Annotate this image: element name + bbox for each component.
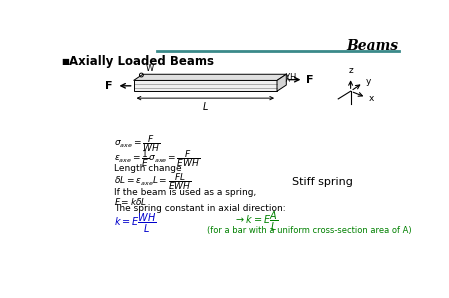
Text: Beams: Beams	[347, 39, 399, 53]
Text: F: F	[105, 81, 113, 91]
Polygon shape	[277, 74, 286, 91]
Text: (for a bar with a uniform cross-section area of A): (for a bar with a uniform cross-section …	[207, 226, 412, 235]
Text: If the beam is used as a spring,: If the beam is used as a spring,	[114, 188, 256, 197]
Text: $\sigma_{axe} = \dfrac{F}{WH}$: $\sigma_{axe} = \dfrac{F}{WH}$	[114, 133, 160, 153]
Bar	[134, 80, 277, 91]
Text: $k = E\dfrac{WH}{L}$: $k = E\dfrac{WH}{L}$	[114, 212, 157, 235]
Text: The spring constant in axial direction:: The spring constant in axial direction:	[114, 204, 286, 213]
Text: y: y	[365, 77, 371, 86]
Text: x: x	[369, 94, 374, 103]
Text: Length change: Length change	[114, 164, 182, 173]
Text: H: H	[289, 73, 295, 82]
Text: Axially Loaded Beams: Axially Loaded Beams	[69, 55, 214, 68]
Text: z: z	[349, 66, 354, 75]
Text: $F = k\delta L$: $F = k\delta L$	[114, 196, 148, 207]
Polygon shape	[134, 74, 286, 80]
Text: Stiff spring: Stiff spring	[292, 177, 353, 187]
Text: $\rightarrow k = E\dfrac{A}{L}$: $\rightarrow k = E\dfrac{A}{L}$	[234, 210, 279, 233]
Text: $\varepsilon_{axe} = \dfrac{1}{E}\sigma_{axe} = \dfrac{F}{EWH}$: $\varepsilon_{axe} = \dfrac{1}{E}\sigma_…	[114, 148, 201, 169]
Text: $\delta L = \varepsilon_{axe} L = \dfrac{FL}{EWH}$: $\delta L = \varepsilon_{axe} L = \dfrac…	[114, 171, 192, 192]
Text: L: L	[202, 102, 208, 112]
Text: W: W	[145, 64, 154, 74]
Text: ■: ■	[62, 57, 70, 66]
Text: F: F	[307, 75, 314, 85]
